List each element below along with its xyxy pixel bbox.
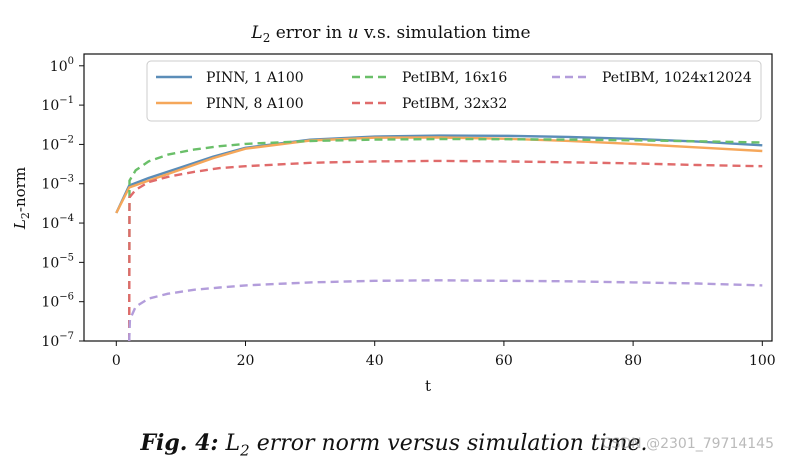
y-axis: 100 10−1 10−2 10−3 10−4 10−5 10−6 10−7 bbox=[41, 56, 84, 350]
x-tick-label: 0 bbox=[112, 353, 121, 369]
y-tick-label: 10−6 bbox=[41, 292, 74, 311]
x-tick-label: 40 bbox=[366, 353, 384, 369]
y-tick-label: 10−7 bbox=[41, 331, 74, 350]
legend-label: PINN, 1 A100 bbox=[206, 70, 304, 86]
y-tick-label: 10−5 bbox=[41, 252, 74, 271]
chart: L2 error in u v.s. simulation time 0 20 40… bbox=[11, 23, 776, 395]
watermark: CSDN @2301_79714145 bbox=[601, 436, 774, 452]
plot-area bbox=[83, 53, 773, 342]
y-tick-label: 100 bbox=[50, 56, 74, 75]
legend-label: PetIBM, 32x32 bbox=[402, 96, 507, 112]
series-line-1 bbox=[115, 136, 763, 214]
figure-caption: Fig. 4: L2 error norm versus simulation … bbox=[0, 430, 788, 459]
legend-label: PetIBM, 1024x12024 bbox=[602, 70, 752, 86]
legend-label: PINN, 8 A100 bbox=[206, 96, 304, 112]
y-axis-title: L2-norm bbox=[11, 167, 32, 230]
y-tick-label: 10−3 bbox=[41, 174, 74, 193]
x-tick-label: 20 bbox=[237, 353, 255, 369]
series-line-4 bbox=[128, 279, 763, 342]
y-tick-label: 10−4 bbox=[41, 213, 74, 232]
x-axis-title: t bbox=[425, 377, 431, 395]
caption-text: L2 error norm versus simulation time. bbox=[225, 431, 648, 460]
chart-title: L2 error in u v.s. simulation time bbox=[250, 23, 530, 45]
y-tick-label: 10−1 bbox=[41, 95, 74, 114]
series-layer bbox=[115, 134, 763, 342]
x-tick-label: 100 bbox=[749, 353, 776, 369]
plot-frame bbox=[83, 53, 773, 342]
legend-label: PetIBM, 16x16 bbox=[402, 70, 507, 86]
caption-label: Fig. 4: bbox=[140, 430, 219, 456]
x-axis: 0 20 40 60 80 100 bbox=[112, 341, 776, 369]
x-tick-label: 60 bbox=[495, 353, 513, 369]
legend-box bbox=[146, 60, 762, 122]
legend: PINN, 1 A100 PINN, 8 A100 PetIBM, 16x16 Pet… bbox=[146, 60, 762, 122]
series-line-3 bbox=[127, 159, 763, 342]
series-line-2 bbox=[127, 137, 763, 342]
y-tick-label: 10−2 bbox=[41, 134, 74, 153]
x-tick-label: 80 bbox=[624, 353, 642, 369]
